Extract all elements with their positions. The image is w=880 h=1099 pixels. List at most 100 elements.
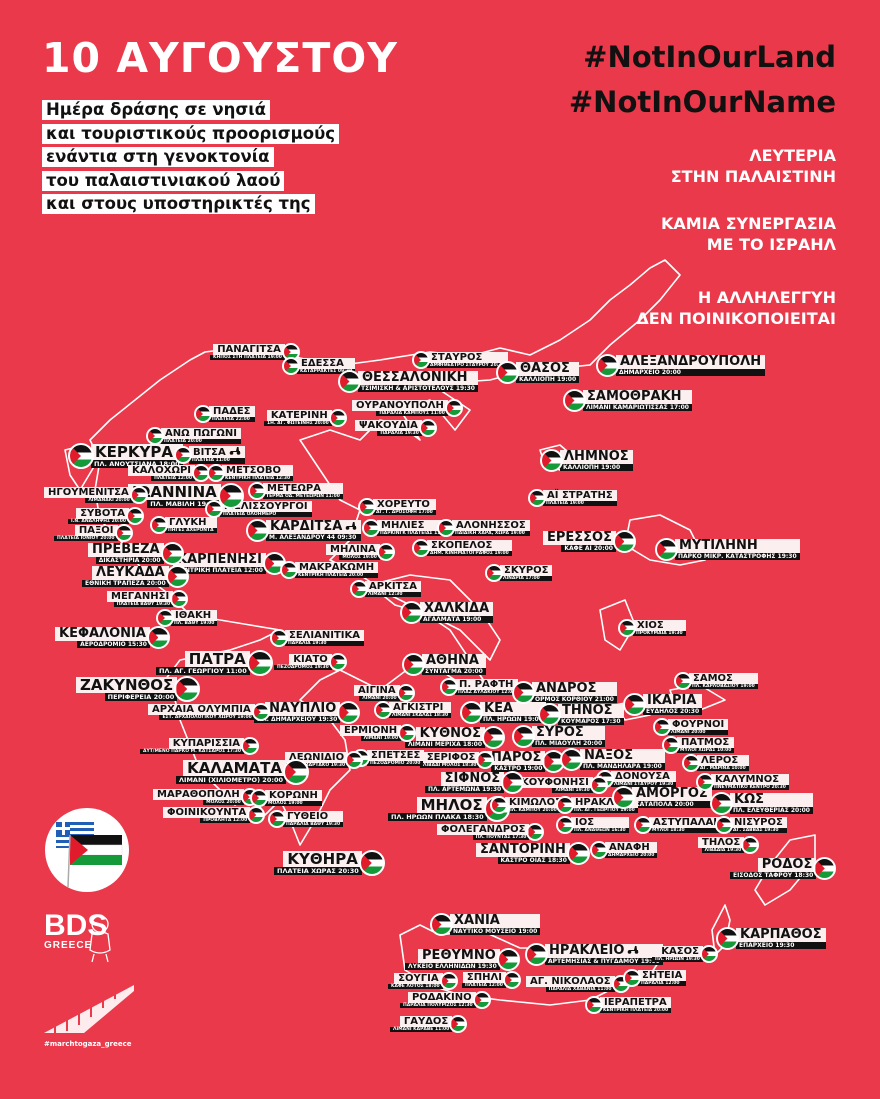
location-detail: ΠΑΡΑΛΙΑ 12:00 [638, 980, 687, 987]
greek-palestinian-flags-emblem [45, 808, 129, 892]
location-label: ΠΑΔΕΣ ΠΛΑΤΕΙΑ 22:00 [209, 405, 255, 423]
location-label: ΜΕΤΣΟΒΟ ΚΕΝΤΡΙΚΗ ΠΛΑΤΕΙΑ 12:30 [222, 464, 294, 482]
palestine-flag-icon [129, 486, 148, 504]
location-detail: ΛΙΜΑΝΙ ΚΑΡΑΒΕ 11:00 [390, 1026, 453, 1033]
location-marker: ΚΑΣΟΣ ΠΛ. ΗΡΩΩΝ 19:30 [652, 945, 718, 963]
location-marker: ΑΪ ΣΤΡΑΤΗΣ ΠΛΑΤΕΙΑ 19:00 [528, 489, 617, 507]
location-marker: ΠΑΤΜΟΣ ΜΥΛΟΙ ΧΩΡΑΣ 10:00 [662, 736, 735, 754]
location-marker: ΜΗΛΟΣ ΠΛ. ΗΡΩΩΝ ΠΛΑΚΑ 18:30 [388, 796, 510, 822]
location-name-text: ΑΘΗΝΑ [426, 652, 479, 668]
location-detail: ΑΜΦΙΘΕΑΤΡΟ ΣΤΑΥΡΟΥ 20:30 [427, 362, 508, 369]
location-marker: ΑΡΧΑΙΑ ΟΛΥΜΠΙΑ ΕΣΤ. ΑΡΧΑΙΟΛΟΓΙΚΟΥ ΧΩΡΟΥ 1… [148, 703, 270, 721]
location-detail: ΠΛ. ΗΡΩΩΝ 19:30 [652, 956, 703, 963]
location-marker: ΘΕΣΣΑΛΟΝΙΚΗ ΤΣΙΜΙΣΚΗ & ΑΡΙΣΤΟΤΕΛΟΥΣ 19:30 [338, 370, 478, 393]
location-name-text: ΠΑΔΕΣ [213, 405, 251, 417]
location-name-text: ΣΑΜΟΘΡΑΚΗ [587, 388, 682, 404]
location-name: ΒΙΤΣΑ [189, 446, 245, 459]
location-marker: ΑΝΑΦΗ ΔΗΜΑΡΧΕΙΟ 20:00 [590, 841, 658, 859]
location-detail: ΣΥΝΤΑΓΜΑ 20:00 [422, 667, 486, 676]
location-marker: ΚΑΡΠΕΝΗΣΙ ΚΕΝΤΡΙΚΗ ΠΛΑΤΕΙΑ 12:00 [173, 552, 286, 575]
location-detail: ΟΡΜΟΣ ΚΟΡΘΙΟΥ 21:00 [532, 695, 617, 704]
location-name-text: ΔΟΝΟΥΣΑ [615, 770, 670, 782]
palestine-flag-icon [280, 561, 298, 579]
location-name: ΘΕΣΣΑΛΟΝΙΚΗ [358, 370, 478, 385]
location-name-text: ΜΗΛΙΕΣ [381, 519, 425, 531]
location-label: ΖΑΚΥΝΘΟΣ ΠΕΡΙΦΕΡΕΙΑ 20:00 [76, 675, 178, 702]
bds-logo-subtext: GREECE [44, 940, 93, 951]
location-detail: ΚΕΝΤΡΙΚΗ ΠΛΑΤΕΙΑ 20:00 [600, 1007, 672, 1014]
location-name: ΗΡΑΚΛΕΙΟ [545, 943, 663, 958]
location-marker: ΚΑΛΑΜΑΤΑ ΛΙΜΑΝΙ (ΧΙΛΙΟΜΕΤΡΟ) 20:00 [176, 759, 309, 785]
location-name-text: ΜΕΛΙΣΣΟΥΡΓΟΙ [224, 500, 308, 512]
location-name-text: ΚΕΡΚΥΡΑ [95, 442, 173, 461]
location-name: ΜΗΛΙΝΑ [326, 543, 380, 555]
location-marker: ΝΙΣΥΡΟΣ ΑΓ. ΣΑΒΒΑΣ 19:30 [715, 816, 787, 834]
location-name-text: ΑΝΩ ΠΩΓΩΝΙ [165, 427, 237, 439]
location-name-text: ΣΗΤΕΙΑ [642, 969, 683, 981]
location-name-text: ΓΛΥΚΗ [169, 516, 207, 528]
location-label: ΑΡΚΙΤΣΑ ΛΙΜΑΝΙ 12:30 [365, 580, 421, 598]
location-marker: ΡΕΘΥΜΝΟ ΛΥΚΕΙΟ ΕΛΛΗΝΙΔΩΝ 19:30 [405, 948, 520, 971]
location-label: ΣΚΟΠΕΛΟΣ ΔΗΜ. ΚΙΝΗΜΑΤΟΓΡΑΦΟΣ 19:00 [427, 539, 512, 557]
location-name: ΨΑΚΟΥΔΙΑ [355, 419, 422, 431]
location-name-text: ΚΕΦΑΛΟΝΙΑ [59, 625, 146, 641]
palestine-flag-icon [662, 736, 680, 754]
palestine-flag-icon [439, 972, 458, 990]
location-label: ΟΥΡΑΝΟΥΠΟΛΗ ΠΑΡΑΛΙΑ ΚΑΜΠΟΥΣ 11:00 [352, 399, 448, 417]
location-detail: ΠΛ. ΒΑΘΥ 19:00 [171, 620, 218, 627]
palestine-flag-icon [362, 519, 380, 537]
location-name: ΚΑΡΠΑΘΟΣ [736, 927, 826, 942]
palestine-flag-icon [623, 693, 646, 716]
location-label: ΑΣΤΥΠΑΛΑΙΑ ΜΥΛΟΙ 18:30 [649, 816, 729, 834]
location-name-text: ΑΜΟΡΓΟΣ [636, 785, 708, 801]
location-marker: ΑΝΔΡΟΣ ΟΡΜΟΣ ΚΟΡΘΙΟΥ 21:00 [512, 681, 617, 704]
location-name: ΜΕΛΙΣΣΟΥΡΓΟΙ [220, 500, 312, 512]
location-marker: ΣΥΡΟΣ ΠΛ. ΜΙΑΟΥΛΗ 20:00 [512, 725, 606, 748]
location-name: ΚΑΡΔΙΤΣΑ [266, 519, 362, 534]
palestine-flag-icon [496, 361, 519, 384]
location-label: ΗΡΑΚΛΕΙΑ ΠΛ. ΑΓ. ΓΕΩΡΓΙΟΥ 19:00 [571, 796, 638, 814]
location-marker: ΓΑΥΔΟΣ ΛΙΜΑΝΙ ΚΑΡΑΒΕ 11:00 [390, 1015, 468, 1033]
location-label: ΛΕΡΟΣ ΑΓ. ΜΑΡΙΝΑ 10:00 [697, 754, 749, 772]
location-name-text: ΨΑΚΟΥΔΙΑ [359, 419, 418, 431]
palestine-flag-icon [566, 842, 590, 865]
location-label: ΣΠΗΛΙ ΠΛΑΤΕΙΑ 12:00 [462, 971, 506, 989]
location-marker: ΜΗΛΙΕΣ ΠΑΡΚΙΝΓΚ ΠΛΑΤΕΙΑΣ 11:00 [362, 519, 452, 537]
palestine-flag-icon [205, 500, 223, 518]
palestine-flag-icon [449, 1015, 468, 1033]
location-name-text: ΚΟΥΦΟΝΗΣΙ [521, 776, 589, 788]
location-name-text: ΛΕΩΝΙΔΙΟ [289, 751, 345, 763]
palestine-flag-icon [528, 489, 546, 507]
location-label: ΚΑΛΑΜΑΤΑ ΛΙΜΑΝΙ (ΧΙΛΙΟΜΕΤΡΟ) 20:00 [176, 760, 286, 785]
location-name: ΕΔΕΣΣΑ [297, 357, 356, 369]
location-name-text: ΕΡΜΙΟΝΗ [344, 724, 398, 736]
location-marker: ΧΙΟΣ ΠΡΟΚΥΜΑΙΑ 19:30 [618, 619, 686, 637]
location-label: ΑΓ. ΝΙΚΟΛΑΟΣ ΠΑΡΑΛΙΑ ΧΑΒΑΝΙΑ 11:00 [526, 975, 615, 993]
location-name: ΚΩΣ [730, 792, 813, 807]
location-name: ΣΕΡΙΦΟΣ [422, 751, 480, 763]
location-name-text: ΑΡΧΑΙΑ ΟΛΥΜΠΙΑ [152, 703, 251, 715]
location-name-text: ΓΑΥΔΟΣ [403, 1015, 449, 1027]
location-detail: ΠΝΕΥΜΑΤΙΚΟ ΚΕΝΤΡΟ 20:30 [711, 784, 789, 791]
chios-outline [599, 599, 636, 651]
palestine-flag-icon [156, 609, 174, 627]
location-detail: ΛΥΚΕΙΟ ΕΛΛΗΝΙΔΩΝ 19:30 [405, 962, 500, 971]
palestine-flag-icon [402, 653, 425, 676]
location-label: ΣΑΜΟΘΡΑΚΗ ΛΙΜΑΝΙ ΚΑΜΑΡΙΩΤΙΣΣΑΣ 17:00 [583, 388, 692, 412]
location-marker: ΚΥΠΑΡΙΣΣΙΑ ΑΥΤ/ΜΕΝΟ ΠΑΡΚΟ Μ. ΚΑΤΣΑΡΟΣ 17:… [140, 737, 260, 755]
location-name-text: ΒΙΤΣΑ [193, 446, 226, 458]
location-marker: ΣΚΥΡΟΣ ΛΙΝΑΡΙΑ 17:00 [485, 564, 553, 582]
location-label: ΡΟΔΑΚΙΝΟ ΠΑΡΑΛΙΑ ΠΟΛΥΡΙΖΟΣ 12:30 [400, 991, 476, 1009]
location-name: ΘΑΣΟΣ [516, 361, 580, 376]
palestine-flag-icon [376, 543, 395, 561]
location-name-text: ΖΑΚΥΝΘΟΣ [80, 675, 174, 694]
hashtag-not-in-our-name: #NotInOurName [568, 85, 836, 119]
palestine-flag-icon [194, 405, 212, 423]
location-name-text: ΡΟΔΟΣ [761, 856, 813, 872]
location-name-text: ΚΥΠΑΡΙΣΣΙΑ [172, 737, 241, 749]
location-name: ΦΟΙΝΙΚΟΥΝΤΑ [163, 806, 251, 818]
location-detail: ΠΛΑΤΕΙΑ 11:00 [189, 458, 245, 464]
location-label: ΑΜΟΡΓΟΣ ΚΑΤΑΠΟΛΑ 20:00 [632, 785, 712, 809]
location-name: ΚΙΜΩΛΟΣ [505, 796, 566, 808]
